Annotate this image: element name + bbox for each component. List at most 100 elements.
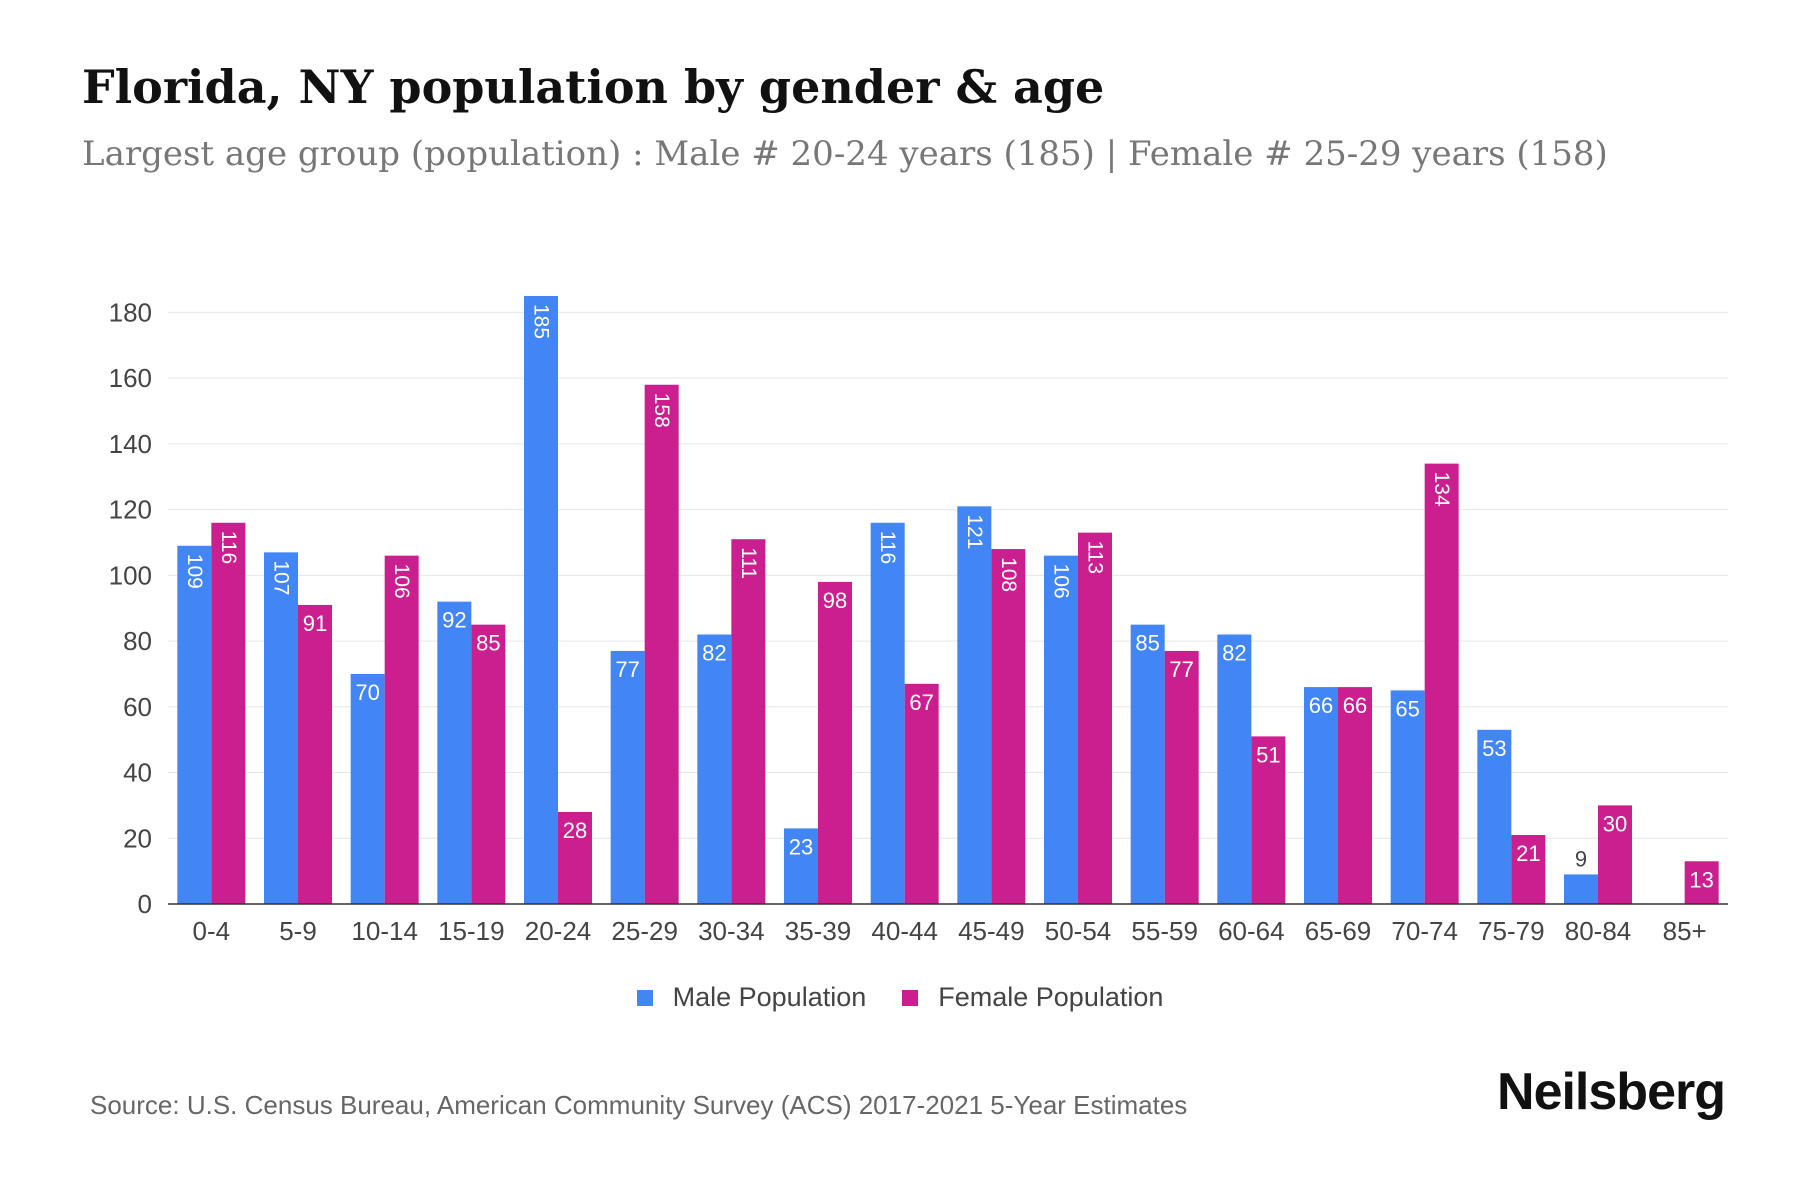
x-tick-label: 35-39 [785, 916, 852, 946]
chart-subtitle: Largest age group (population) : Male # … [82, 134, 1608, 174]
female-bar [818, 581, 852, 904]
x-tick-label: 30-34 [698, 916, 765, 946]
male-bar-label: 92 [442, 608, 466, 633]
female-bar [298, 604, 332, 904]
male-bar-label: 107 [270, 560, 293, 595]
female-bar [1078, 532, 1112, 904]
female-bar-label: 134 [1430, 472, 1453, 507]
legend-swatch-male [636, 989, 653, 1006]
x-tick-label: 10-14 [351, 916, 418, 946]
male-bar [870, 522, 905, 904]
chart-title: Florida, NY population by gender & age [82, 60, 1105, 114]
male-bar [697, 634, 732, 904]
female-bar-label: 91 [303, 611, 327, 636]
female-bar [1684, 861, 1719, 904]
male-bar [1304, 687, 1338, 904]
female-bar-label: 66 [1343, 693, 1367, 718]
male-bar [1564, 874, 1598, 904]
male-bar [1044, 555, 1078, 904]
female-bar [644, 384, 679, 905]
male-bar [784, 828, 818, 904]
female-bar-label: 158 [650, 393, 673, 428]
female-bar [991, 549, 1026, 904]
y-tick-label: 100 [109, 560, 152, 590]
female-bar [211, 522, 246, 904]
y-tick-label: 160 [109, 363, 152, 393]
x-tick-label: 60-64 [1218, 916, 1285, 946]
x-tick-label: 55-59 [1131, 916, 1198, 946]
female-bar [1338, 687, 1372, 904]
female-bar-label: 108 [997, 557, 1020, 592]
female-bar [904, 683, 939, 904]
legend-swatch-female [902, 989, 919, 1006]
x-tick-label: 85+ [1663, 916, 1707, 946]
female-bar-label: 98 [823, 588, 847, 613]
y-tick-label: 180 [109, 297, 152, 327]
male-bar-label: 116 [876, 531, 899, 564]
x-tick-label: 80-84 [1565, 916, 1632, 946]
male-bar-label: 23 [789, 834, 813, 859]
source-note: Source: U.S. Census Bureau, American Com… [90, 1090, 1188, 1120]
x-tick-label: 5-9 [279, 916, 317, 946]
female-bar-label: 77 [1169, 657, 1193, 682]
y-tick-label: 60 [123, 692, 152, 722]
x-tick-label: 65-69 [1305, 916, 1372, 946]
female-bar [1511, 834, 1546, 904]
female-bar-label: 21 [1516, 841, 1540, 866]
female-bar-label: 30 [1603, 811, 1627, 836]
male-bar-label: 82 [1222, 641, 1246, 666]
female-bar-label: 67 [909, 690, 933, 715]
male-bar [524, 296, 558, 904]
male-bar [350, 673, 385, 904]
legend-label-female: Female Population [938, 982, 1164, 1012]
male-bar-label: 70 [355, 680, 379, 705]
male-bar-label: 121 [963, 514, 986, 549]
female-bar [1424, 463, 1459, 904]
y-tick-label: 140 [109, 429, 152, 459]
male-bar [264, 552, 298, 904]
x-tick-label: 50-54 [1045, 916, 1112, 946]
x-tick-label: 25-29 [611, 916, 678, 946]
male-bar-label: 53 [1482, 736, 1506, 761]
male-bar [1130, 624, 1165, 904]
male-bar-label: 185 [530, 304, 553, 339]
female-bar [1598, 805, 1632, 904]
legend-item-male[interactable]: Male Population [636, 982, 867, 1013]
y-tick-label: 80 [123, 626, 152, 656]
female-bar-label: 106 [390, 564, 413, 599]
female-bar [384, 555, 419, 904]
female-bar [471, 624, 506, 904]
legend-label-male: Male Population [672, 982, 867, 1012]
legend-item-female[interactable]: Female Population [902, 982, 1163, 1013]
male-bar [437, 601, 472, 904]
x-tick-label: 15-19 [438, 916, 505, 946]
brand-logo: Neilsberg [1497, 1063, 1726, 1121]
x-tick-label: 75-79 [1478, 916, 1545, 946]
x-tick-label: 45-49 [958, 916, 1025, 946]
chart-legend: Male Population Female Population [0, 982, 1800, 1013]
female-bar [731, 539, 766, 904]
male-bar [1390, 690, 1425, 904]
female-bar-label: 116 [217, 531, 240, 564]
female-bar [1251, 736, 1286, 904]
female-bar-label: 13 [1689, 867, 1713, 892]
x-tick-label: 20-24 [525, 916, 592, 946]
male-bar [1217, 634, 1252, 904]
male-bar-label: 106 [1050, 564, 1073, 599]
male-bar-label: 77 [615, 657, 639, 682]
female-bar [1164, 650, 1199, 904]
y-tick-label: 20 [123, 823, 152, 853]
x-tick-label: 70-74 [1391, 916, 1458, 946]
female-bar [558, 811, 592, 904]
male-bar [1477, 729, 1512, 904]
male-bar-label: 9 [1575, 846, 1587, 871]
y-tick-label: 120 [109, 495, 152, 525]
female-bar-label: 85 [476, 631, 500, 656]
female-bar-label: 111 [737, 547, 760, 579]
y-tick-label: 0 [138, 889, 152, 919]
male-bar [610, 650, 645, 904]
female-bar-label: 28 [563, 818, 587, 843]
male-bar [957, 506, 992, 904]
female-bar-label: 51 [1256, 742, 1280, 767]
